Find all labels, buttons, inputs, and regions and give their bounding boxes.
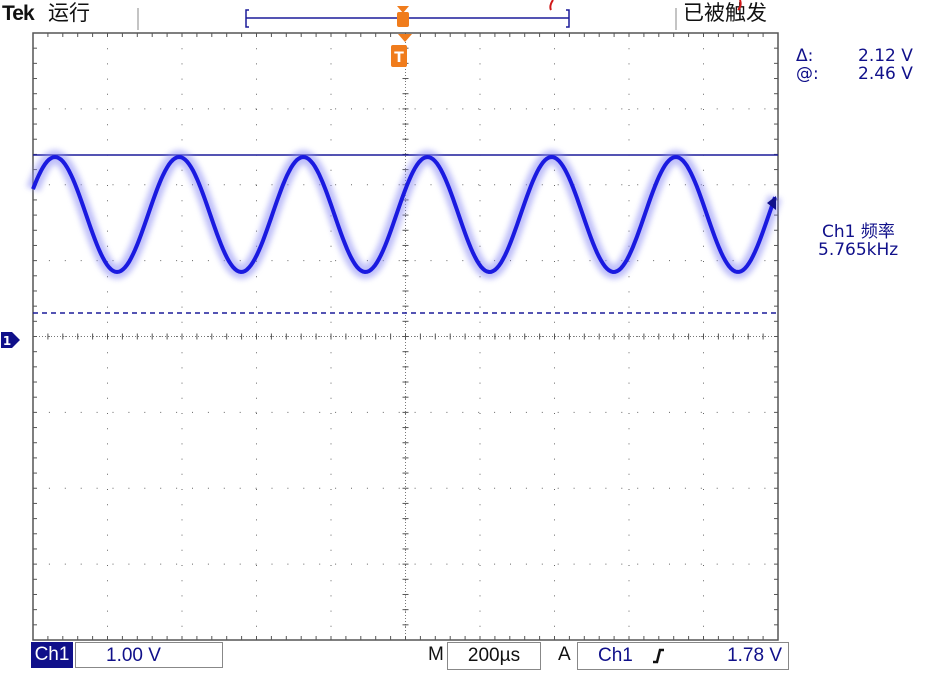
trigger-prefix: A (558, 644, 571, 665)
waveform-noise-envelope (26, 149, 782, 280)
delta-label: Δ: (796, 46, 814, 66)
volts-per-div[interactable]: 1.00 V (75, 642, 223, 668)
graticule (32, 32, 779, 641)
run-state: 运行 (48, 2, 90, 25)
time-per-div[interactable]: 200µs (447, 642, 541, 670)
channel-badge[interactable]: Ch1 (31, 642, 73, 668)
svg-text:1: 1 (3, 334, 11, 348)
at-label: @: (796, 64, 819, 84)
red-mark (549, 0, 554, 11)
frequency-label: Ch1 频率 (822, 222, 895, 242)
trigger-state: 已被触发 (683, 2, 767, 25)
trigger-position-icon[interactable] (397, 6, 409, 27)
red-mark (737, 0, 742, 11)
brand-logo: Tek (2, 2, 35, 25)
delta-value: 2.12 V (858, 46, 913, 66)
timebase-prefix: M (428, 644, 444, 665)
trigger-settings[interactable]: Ch1 1.78 V (577, 642, 789, 670)
at-value: 2.46 V (858, 64, 913, 84)
trigger-point-icon[interactable]: T (391, 34, 412, 67)
frequency-value: 5.765kHz (818, 240, 899, 260)
trigger-source: Ch1 (598, 645, 633, 666)
trigger-level: 1.78 V (727, 645, 782, 666)
ch1-waveform (31, 154, 777, 275)
trigger-level-icon[interactable] (767, 196, 776, 210)
rising-edge-icon (653, 648, 664, 664)
trigger-marker-text: T (394, 50, 404, 66)
ch1-ground-marker[interactable]: 1 (1, 332, 20, 348)
